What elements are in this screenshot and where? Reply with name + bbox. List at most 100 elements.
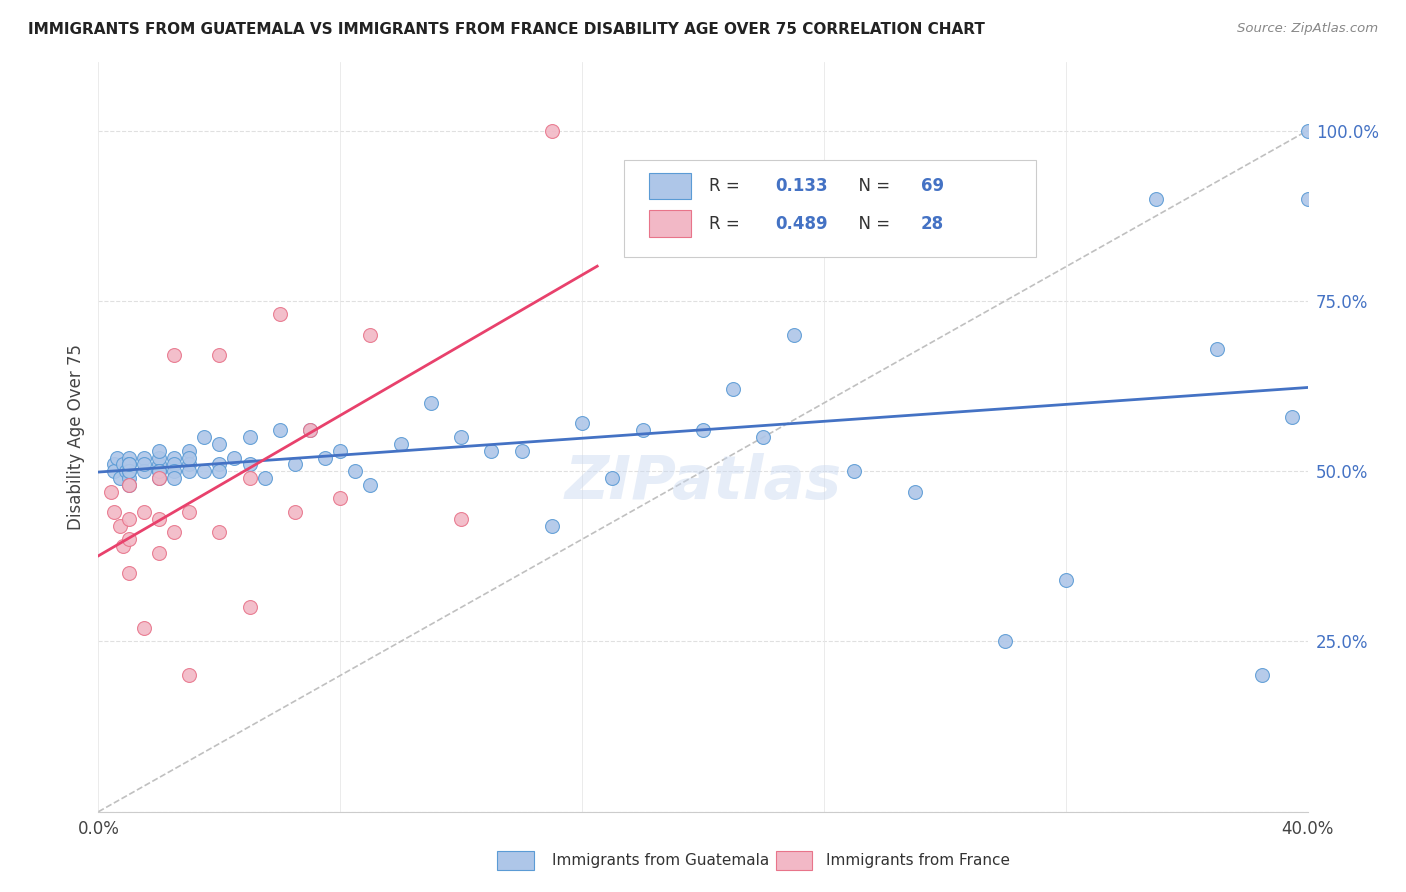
Point <box>239 600 262 615</box>
Point <box>118 471 141 485</box>
Point <box>103 458 125 472</box>
Point <box>163 471 186 485</box>
Point <box>208 348 231 362</box>
Point <box>723 383 745 397</box>
Point <box>193 430 215 444</box>
Point <box>105 450 128 465</box>
Point <box>179 464 201 478</box>
Point <box>163 464 186 478</box>
Point <box>163 450 186 465</box>
Point <box>148 464 170 478</box>
Point <box>783 327 806 342</box>
Point <box>111 539 134 553</box>
Point <box>360 477 382 491</box>
Point <box>692 423 714 437</box>
Point <box>148 443 170 458</box>
Point <box>329 443 352 458</box>
Point <box>329 491 352 506</box>
Point <box>118 464 141 478</box>
Point <box>179 668 201 682</box>
Text: Source: ZipAtlas.com: Source: ZipAtlas.com <box>1237 22 1378 36</box>
Point <box>108 471 131 485</box>
Point <box>148 512 170 526</box>
Point <box>540 518 562 533</box>
Point <box>179 505 201 519</box>
Point <box>994 634 1017 648</box>
Point <box>132 464 155 478</box>
Point <box>148 471 170 485</box>
Point <box>111 458 134 472</box>
Point <box>1144 192 1167 206</box>
Point <box>118 464 141 478</box>
Point <box>360 327 382 342</box>
Point <box>269 423 291 437</box>
FancyBboxPatch shape <box>648 173 690 199</box>
Text: 69: 69 <box>921 178 943 195</box>
FancyBboxPatch shape <box>648 211 690 236</box>
Point <box>193 464 215 478</box>
Point <box>253 471 276 485</box>
Point <box>540 123 562 137</box>
Point <box>1281 409 1303 424</box>
Point <box>100 484 122 499</box>
Point <box>163 525 186 540</box>
Text: R =: R = <box>709 215 745 233</box>
FancyBboxPatch shape <box>624 160 1035 257</box>
Point <box>103 464 125 478</box>
Point <box>602 471 624 485</box>
Point <box>510 443 533 458</box>
Point <box>208 437 231 451</box>
Point <box>284 505 307 519</box>
Point <box>752 430 775 444</box>
Point <box>299 423 322 437</box>
Point <box>118 458 141 472</box>
Point <box>1054 573 1077 587</box>
Text: R =: R = <box>709 178 745 195</box>
Point <box>132 505 155 519</box>
Text: IMMIGRANTS FROM GUATEMALA VS IMMIGRANTS FROM FRANCE DISABILITY AGE OVER 75 CORRE: IMMIGRANTS FROM GUATEMALA VS IMMIGRANTS … <box>28 22 986 37</box>
Point <box>450 512 472 526</box>
Point <box>314 450 336 465</box>
Point <box>239 458 262 472</box>
Text: ZIPatlas: ZIPatlas <box>564 452 842 511</box>
Point <box>239 430 262 444</box>
Text: 28: 28 <box>921 215 943 233</box>
Point <box>148 458 170 472</box>
FancyBboxPatch shape <box>776 851 811 870</box>
Point <box>1296 192 1319 206</box>
Point <box>148 546 170 560</box>
Point <box>1206 342 1229 356</box>
Point <box>571 417 593 431</box>
Point <box>239 471 262 485</box>
Point <box>118 566 141 581</box>
Text: Immigrants from Guatemala: Immigrants from Guatemala <box>551 853 769 868</box>
Point <box>420 396 443 410</box>
Point <box>118 477 141 491</box>
Point <box>299 423 322 437</box>
Point <box>481 443 503 458</box>
Point <box>284 458 307 472</box>
Point <box>389 437 412 451</box>
Text: N =: N = <box>848 178 896 195</box>
Point <box>114 464 136 478</box>
Point <box>904 484 927 499</box>
Point <box>179 458 201 472</box>
Point <box>132 621 155 635</box>
Point <box>344 464 367 478</box>
Point <box>269 308 291 322</box>
Point <box>132 450 155 465</box>
Y-axis label: Disability Age Over 75: Disability Age Over 75 <box>66 344 84 530</box>
Point <box>208 464 231 478</box>
Point <box>132 458 155 472</box>
Point <box>118 512 141 526</box>
Text: Immigrants from France: Immigrants from France <box>827 853 1011 868</box>
Point <box>118 533 141 547</box>
Point <box>1296 123 1319 137</box>
Point <box>118 450 141 465</box>
Point <box>118 458 141 472</box>
Text: 0.489: 0.489 <box>776 215 828 233</box>
Point <box>148 464 170 478</box>
Point <box>118 477 141 491</box>
Point <box>148 471 170 485</box>
Point <box>179 450 201 465</box>
